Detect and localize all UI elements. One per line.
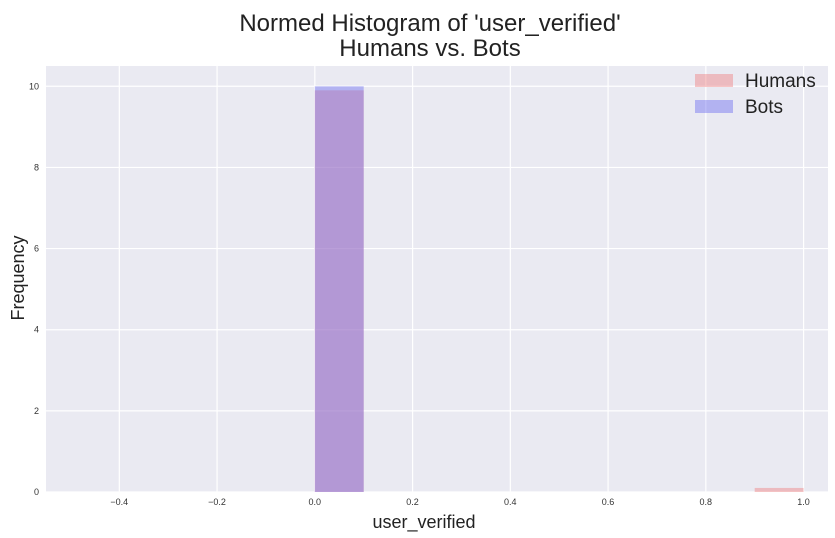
bar-bots-0: [314, 86, 364, 493]
legend-label-bots: Bots: [745, 97, 783, 118]
plot-area: [46, 66, 828, 492]
x-axis-label: user_verified: [372, 512, 475, 533]
x-tick-label: −0.4: [110, 497, 128, 507]
y-tick-label: 8: [34, 162, 39, 172]
y-tick-label: 10: [29, 81, 39, 91]
chart-title-line-1: Normed Histogram of 'user_verified': [239, 10, 620, 37]
chart-title-line-2: Humans vs. Bots: [339, 35, 520, 62]
y-tick-label: 4: [34, 325, 39, 335]
x-tick-label: 0.2: [406, 497, 419, 507]
legend: Humans Bots: [695, 71, 816, 118]
legend-swatch-bots: [695, 100, 733, 113]
bars: [314, 86, 804, 493]
bar-humans-0: [314, 90, 364, 492]
x-tick-label: 0.6: [602, 497, 615, 507]
y-tick-labels: 0 2 4 6 8 10: [29, 81, 39, 497]
y-tick-label: 2: [34, 406, 39, 416]
y-axis-label: Frequency: [8, 235, 28, 320]
grid-lines: [46, 66, 828, 493]
x-tick-label: −0.2: [208, 497, 226, 507]
y-tick-label: 0: [34, 487, 39, 497]
x-tick-labels: −0.4 −0.2 0.0 0.2 0.4 0.6 0.8 1.0: [110, 497, 809, 507]
x-tick-label: 0.0: [309, 497, 322, 507]
x-tick-label: 1.0: [797, 497, 810, 507]
legend-label-humans: Humans: [745, 71, 816, 92]
bar-humans-1: [754, 487, 804, 492]
x-tick-label: 0.8: [700, 497, 713, 507]
y-tick-label: 6: [34, 244, 39, 254]
legend-swatch-humans: [695, 74, 733, 87]
x-tick-label: 0.4: [504, 497, 517, 507]
